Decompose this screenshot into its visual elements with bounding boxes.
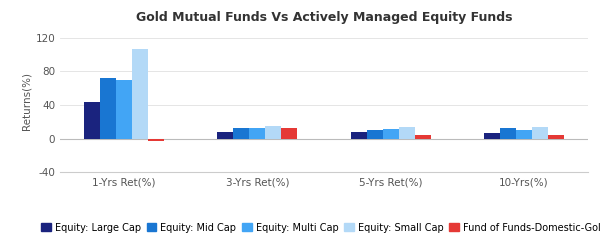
Bar [116,80,132,139]
Bar [383,129,398,139]
Legend: Equity: Large Cap, Equity: Mid Cap, Equity: Multi Cap, Equity: Small Cap, Fund o: Equity: Large Cap, Equity: Mid Cap, Equi… [41,223,600,233]
Bar [84,102,100,139]
Bar [532,127,548,139]
Bar [398,127,415,139]
Bar [265,126,281,139]
Bar [281,128,298,139]
Title: Gold Mutual Funds Vs Actively Managed Equity Funds: Gold Mutual Funds Vs Actively Managed Eq… [136,11,512,24]
Bar [350,132,367,139]
Bar [100,78,116,139]
Bar [484,133,500,139]
Bar [233,128,250,139]
Bar [132,49,148,139]
Bar [250,128,265,139]
Bar [217,132,233,139]
Bar [548,135,564,139]
Y-axis label: Returns(%): Returns(%) [21,72,31,130]
Bar [516,130,532,139]
Bar [415,135,431,139]
Bar [148,139,164,141]
Bar [367,130,383,139]
Bar [500,128,516,139]
